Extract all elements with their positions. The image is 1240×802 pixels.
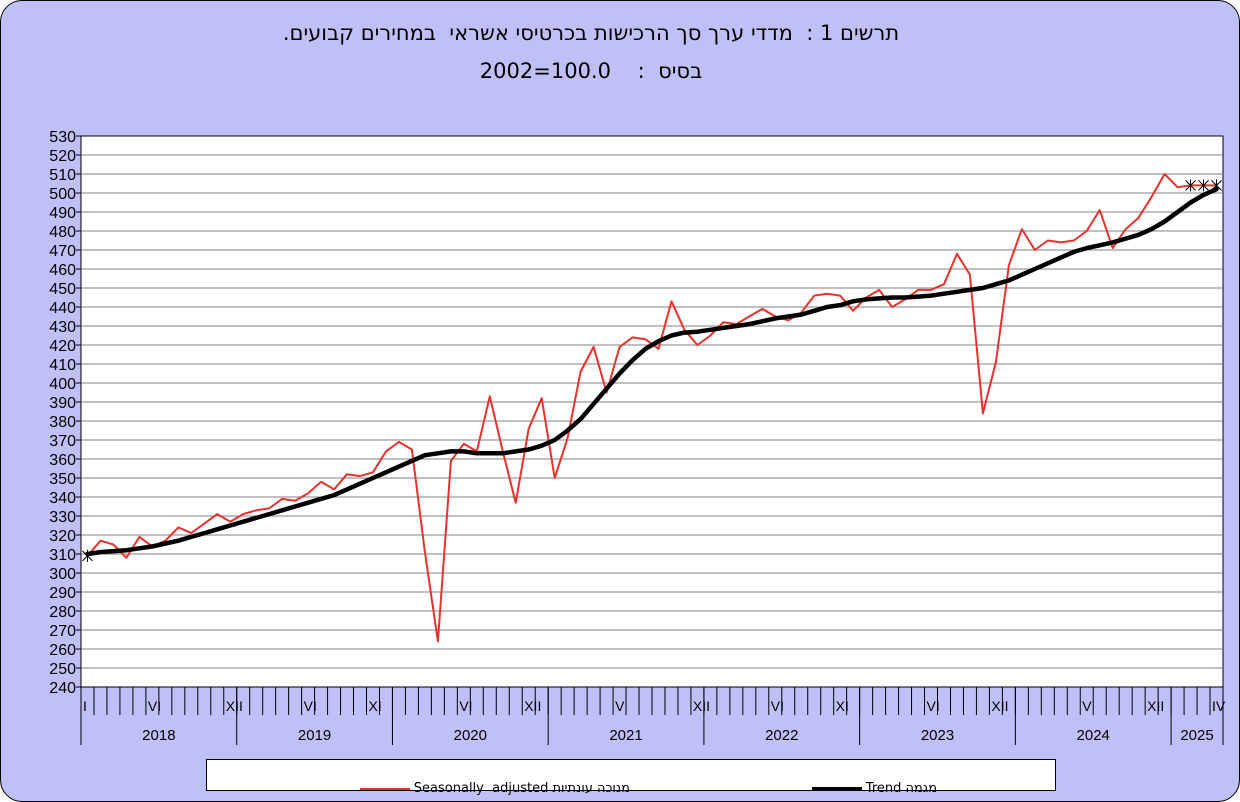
legend-swatch-adjusted xyxy=(359,787,410,790)
x-month-label: VI xyxy=(459,698,472,714)
x-month-label: VI xyxy=(771,698,784,714)
x-month-label: VI xyxy=(927,698,940,714)
y-tick-label: 310 xyxy=(49,547,76,564)
legend-label-adjusted: Seasonally adjusted מנוכה עונתיות xyxy=(413,781,630,796)
y-tick-label: 470 xyxy=(49,243,76,260)
x-month-label: V xyxy=(1082,698,1092,714)
x-month-label: XII xyxy=(226,698,243,714)
legend-item-adjusted: Seasonally adjusted מנוכה עונתיות xyxy=(335,766,630,801)
data-point-marker xyxy=(82,549,93,562)
legend: Seasonally adjusted מנוכה עונתיות Trend … xyxy=(206,759,1056,796)
y-tick-label: 410 xyxy=(49,357,76,374)
y-tick-label: 510 xyxy=(49,167,76,184)
data-point-marker xyxy=(1185,179,1196,192)
x-month-label: XII xyxy=(991,698,1008,714)
x-month-label: XII xyxy=(693,698,710,714)
y-tick-label: 430 xyxy=(49,319,76,336)
data-point-marker xyxy=(1211,179,1222,192)
y-tick-label: 390 xyxy=(49,395,76,412)
x-month-label: XII xyxy=(1147,698,1164,714)
x-year-label: 2023 xyxy=(921,727,954,744)
series-group xyxy=(82,173,1222,643)
x-month-label: VI xyxy=(148,698,161,714)
chart-subtitle: בסיס : 100.0=2002 xyxy=(479,59,703,83)
x-month-label: I xyxy=(83,698,87,714)
x-year-label: 2022 xyxy=(765,727,798,744)
y-tick-label: 460 xyxy=(49,262,76,279)
y-tick-label: 520 xyxy=(49,148,76,165)
x-year-label: 2024 xyxy=(1077,727,1110,744)
x-month-label: XII xyxy=(524,698,541,714)
x-month-label: IV xyxy=(1212,698,1226,714)
legend-item-trend: Trend מגמה xyxy=(787,766,938,801)
x-month-label: XI xyxy=(836,698,849,714)
y-tick-label: 270 xyxy=(49,623,76,640)
x-year-label: 2018 xyxy=(142,727,175,744)
y-tick-label: 300 xyxy=(49,566,76,583)
y-tick-label: 370 xyxy=(49,433,76,450)
y-tick-label: 320 xyxy=(49,528,76,545)
y-tick-label: 500 xyxy=(49,186,76,203)
data-point-marker xyxy=(1198,179,1209,192)
y-tick-label: 340 xyxy=(49,490,76,507)
y-tick-label: 380 xyxy=(49,414,76,431)
x-year-label: 2020 xyxy=(454,727,487,744)
legend-label-trend: Trend מגמה xyxy=(865,781,938,796)
chart-title: תרשים 1 : מדדי ערך סך הרכישות בכרטיסי אש… xyxy=(282,21,900,45)
y-tick-label: 440 xyxy=(49,300,76,317)
x-axis: I VI XII VI XI VI XII V XII VI XI VI XII V XII IV 2018 20… xyxy=(80,687,1226,745)
x-year-label: 2021 xyxy=(609,727,642,744)
y-tick-label: 290 xyxy=(49,585,76,602)
y-tick-label: 330 xyxy=(49,509,76,526)
legend-swatch-trend xyxy=(811,786,862,791)
x-month-label: XI xyxy=(369,698,382,714)
y-tick-label: 490 xyxy=(49,205,76,222)
y-tick-label: 450 xyxy=(49,281,76,298)
y-axis: 240 250 260 270 280 290 300 310 320 330 340 350 360 3… xyxy=(49,129,81,697)
y-tick-label: 420 xyxy=(49,338,76,355)
y-tick-label: 260 xyxy=(49,642,76,659)
x-month-label: VI xyxy=(304,698,317,714)
y-tick-label: 250 xyxy=(49,661,76,678)
y-tick-label: 280 xyxy=(49,604,76,621)
x-year-label: 2019 xyxy=(298,727,331,744)
y-tick-label: 480 xyxy=(49,224,76,241)
series-line-trend xyxy=(85,186,1219,557)
x-month-label: V xyxy=(615,698,625,714)
gridlines xyxy=(81,154,1223,669)
y-tick-label: 400 xyxy=(49,376,76,393)
y-tick-label: 360 xyxy=(49,452,76,469)
y-tick-label: 350 xyxy=(49,471,76,488)
x-year-label: 2025 xyxy=(1180,727,1213,744)
y-tick-label: 240 xyxy=(49,680,76,697)
y-tick-label: 530 xyxy=(49,129,76,146)
plot-area xyxy=(80,135,1224,688)
